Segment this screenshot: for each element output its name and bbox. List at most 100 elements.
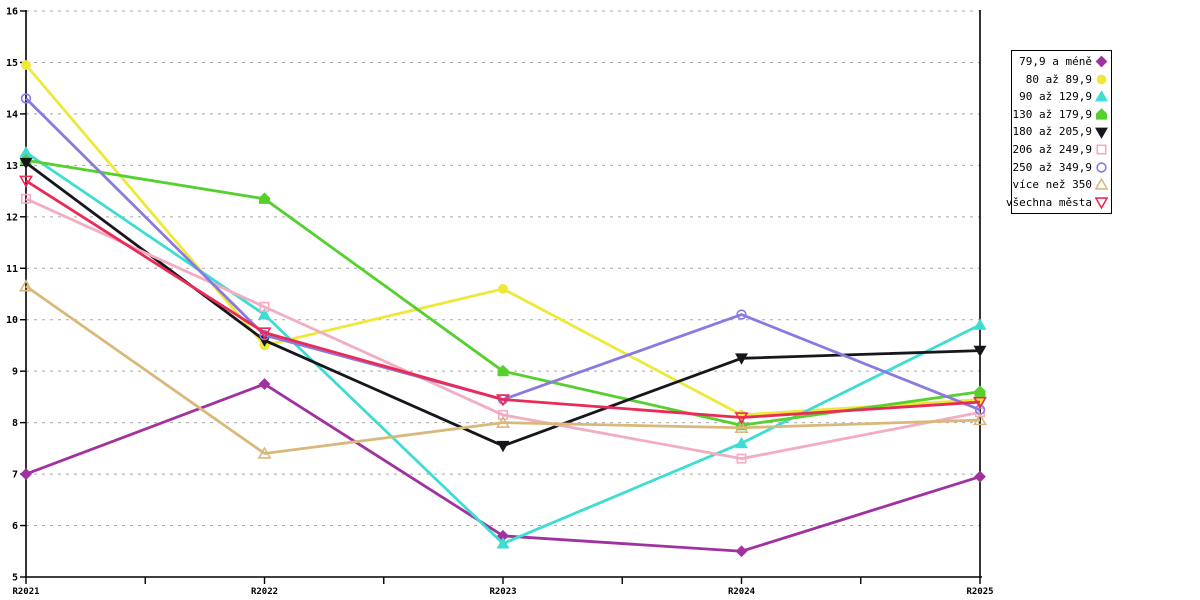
data-point-marker xyxy=(974,470,986,483)
data-point-marker xyxy=(736,453,747,464)
data-point-marker xyxy=(973,396,987,410)
diamond-legend-icon xyxy=(1095,55,1108,68)
data-point-marker xyxy=(974,385,986,397)
legend-item: 130 až 179,9 xyxy=(1012,106,1108,124)
data-point-marker xyxy=(21,60,31,70)
data-point-marker xyxy=(496,537,510,549)
data-point-marker xyxy=(973,318,987,330)
series-2 xyxy=(19,146,987,549)
data-point-marker xyxy=(497,364,509,377)
series-8 xyxy=(19,175,987,425)
legend-item: více než 350 xyxy=(1012,176,1108,194)
y-tick-label: 6 xyxy=(12,521,18,532)
y-tick-label: 12 xyxy=(6,212,18,223)
legend-item: 250 až 349,9 xyxy=(1012,159,1108,177)
series-5 xyxy=(21,193,985,464)
y-tick-label: 11 xyxy=(6,264,18,275)
data-point-marker xyxy=(257,446,272,459)
y-tick-label: 15 xyxy=(6,58,18,69)
y-tick-label: 13 xyxy=(6,161,18,172)
data-point-marker xyxy=(498,409,508,420)
data-point-marker xyxy=(973,345,987,358)
data-point-marker xyxy=(259,301,270,312)
data-point-marker xyxy=(21,193,31,204)
legend-item: 206 až 249,9 xyxy=(1012,141,1108,159)
data-point-marker xyxy=(975,407,985,418)
triangle-up-legend-icon xyxy=(1095,178,1108,191)
y-tick-label: 9 xyxy=(12,367,18,378)
data-point-marker xyxy=(496,440,510,453)
x-tick-label: R2024 xyxy=(728,587,756,597)
data-point-marker xyxy=(735,353,748,365)
y-tick-label: 16 xyxy=(6,7,18,18)
legend-item: 180 až 205,9 xyxy=(1012,123,1108,141)
pentagon-legend-icon xyxy=(1096,108,1107,120)
square-legend-icon xyxy=(1096,144,1107,155)
series-line xyxy=(25,285,981,455)
legend-label: 130 až 179,9 xyxy=(1012,107,1092,121)
data-point-marker xyxy=(496,394,510,407)
y-tick-label: 8 xyxy=(12,418,18,429)
data-point-marker xyxy=(258,308,271,320)
legend-label: 80 až 89,9 xyxy=(1025,72,1092,86)
legend-item: všechna města xyxy=(1006,194,1108,212)
data-point-marker xyxy=(496,415,510,428)
legend-label: 180 až 205,9 xyxy=(1012,125,1092,139)
data-point-marker xyxy=(973,413,987,426)
y-tick-label: 10 xyxy=(6,315,18,326)
legend-label: 206 až 249,9 xyxy=(1012,142,1092,156)
data-point-marker xyxy=(19,175,33,188)
series-line xyxy=(25,197,981,461)
data-point-marker xyxy=(498,283,508,294)
legend-marker-glyph xyxy=(1095,90,1108,102)
y-tick-label: 7 xyxy=(12,470,18,481)
triangle-down-legend-icon xyxy=(1095,197,1108,210)
legend-label: více než 350 xyxy=(1012,178,1092,192)
x-tick-label: R2021 xyxy=(12,587,39,597)
x-tick-label: R2023 xyxy=(489,587,516,597)
circle-legend-icon xyxy=(1096,162,1107,173)
series-line xyxy=(25,97,981,412)
legend-label: 79,9 a méně xyxy=(1019,55,1092,68)
data-point-marker xyxy=(20,93,32,104)
series-0 xyxy=(20,378,986,558)
legend-label: všechna města xyxy=(1005,195,1092,209)
data-point-marker xyxy=(19,279,33,292)
triangle-down-legend-icon xyxy=(1095,127,1108,139)
data-point-marker xyxy=(258,378,271,390)
legend-marker-glyph xyxy=(1095,197,1108,210)
series-7 xyxy=(19,279,987,459)
legend-item: 79,9 a méně xyxy=(1014,53,1108,71)
legend-marker-glyph xyxy=(1096,144,1107,155)
data-point-marker xyxy=(257,327,272,340)
series-line xyxy=(25,179,981,419)
legend-item: 90 až 129,9 xyxy=(1014,88,1108,106)
data-point-marker xyxy=(734,412,749,425)
x-tick-label: R2022 xyxy=(251,587,278,597)
data-point-marker xyxy=(20,468,32,480)
data-point-marker xyxy=(735,436,748,449)
legend-label: 250 až 349,9 xyxy=(1012,160,1092,174)
data-point-marker xyxy=(735,545,748,558)
triangle-up-legend-icon xyxy=(1095,90,1108,102)
data-point-marker xyxy=(734,420,749,433)
legend-marker-glyph xyxy=(1096,108,1107,120)
legend-marker-glyph xyxy=(1096,162,1107,173)
legend-marker-glyph xyxy=(1096,74,1107,85)
legend-marker-glyph xyxy=(1095,178,1108,191)
y-tick-label: 5 xyxy=(12,573,18,584)
data-point-marker xyxy=(736,309,747,320)
y-tick-label: 14 xyxy=(6,109,18,120)
data-point-marker xyxy=(19,157,33,170)
legend-marker-glyph xyxy=(1095,55,1108,68)
legend-label: 90 až 129,9 xyxy=(1019,90,1092,104)
circle-legend-icon xyxy=(1096,74,1107,85)
x-tick-label: R2025 xyxy=(966,587,993,597)
legend: 79,9 a méně 80 až 89,9 90 až 129,9 130 až 1… xyxy=(1006,50,1112,215)
legend-marker-glyph xyxy=(1095,127,1108,139)
legend-item: 80 až 89,9 xyxy=(1014,71,1108,89)
series-line xyxy=(25,151,981,545)
data-point-marker xyxy=(259,192,270,204)
